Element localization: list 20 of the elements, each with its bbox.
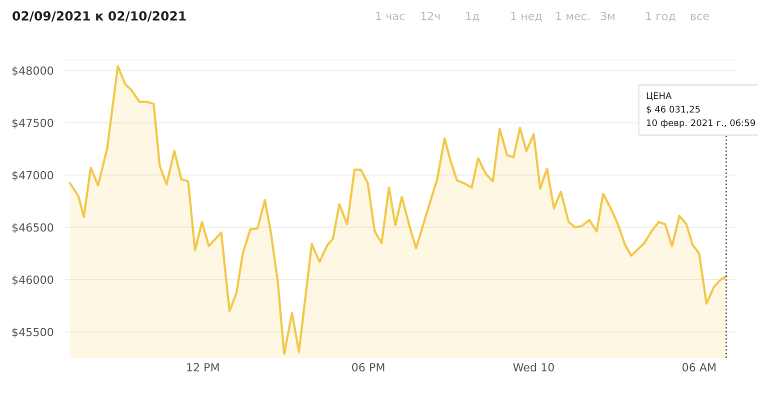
x-tick-label: Wed 10 [513,362,554,372]
text: 1 час [376,12,404,20]
y-tick-label: $47500 [12,118,54,129]
text: все [691,14,709,20]
text: 1 год [646,12,676,22]
annotation: ЦЕНА $ 46 031,25 10 февр. 2021 г., 06:59 [646,92,755,128]
text: 1 мес. [556,12,590,20]
text: 1 нед [511,12,542,22]
y-tick-label: $46500 [12,223,54,234]
y-tick-label: $47000 [12,170,54,181]
text: 3м [600,12,614,20]
y-tick-label: $46000 [12,275,54,286]
chart-title: 02/09/2021 к 02/10/2021 [12,11,186,22]
y-tick-label: $45500 [12,328,54,338]
x-tick-label: 12 PM [187,363,219,372]
text: 12ч [421,12,440,20]
y-tick-label: $48000 [12,66,54,76]
x-tick-label: 06 AM [682,363,716,372]
text: 1д [466,12,480,22]
x-tick-label: 06 PM [352,363,384,372]
